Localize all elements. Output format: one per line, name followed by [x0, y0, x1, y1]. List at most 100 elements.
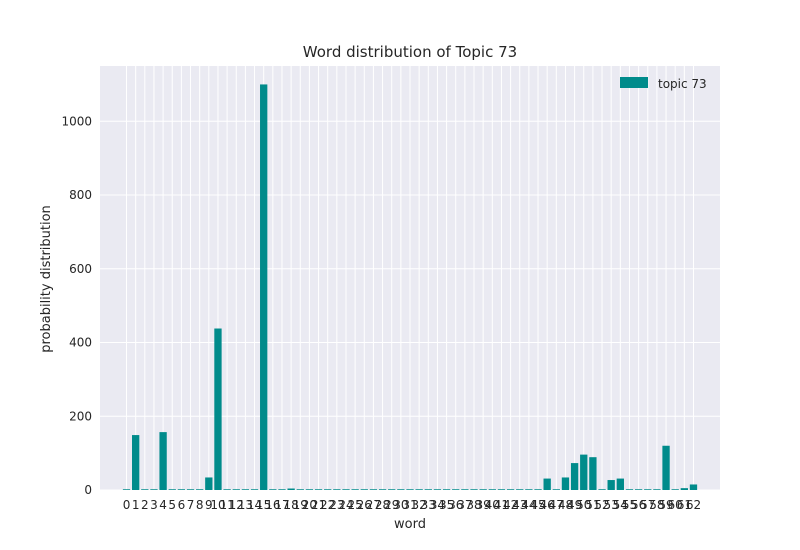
- y-tick-labels: 0 200 400 600 800 1000: [61, 114, 92, 497]
- x-tick-label: 42: [503, 498, 518, 512]
- bar: [314, 489, 323, 490]
- x-tick-label: 10: [210, 498, 225, 512]
- bar: [296, 489, 304, 490]
- x-tick-label: 32: [412, 498, 427, 512]
- x-tick-label: 58: [649, 498, 664, 512]
- x-tick-label: 45: [530, 498, 545, 512]
- bar: [305, 489, 314, 490]
- bar: [433, 489, 442, 490]
- bar: [506, 489, 515, 490]
- x-tick-label: 20: [302, 498, 317, 512]
- bar: [570, 463, 579, 490]
- x-tick-label: 62: [686, 498, 701, 512]
- bar: [525, 489, 533, 490]
- x-tick-label: 40: [485, 498, 500, 512]
- bar: [488, 489, 496, 490]
- x-tick-label: 6: [178, 498, 186, 512]
- x-tick-label: 9: [205, 498, 213, 512]
- bar: [159, 432, 167, 490]
- bar: [196, 489, 204, 490]
- bar: [150, 489, 158, 490]
- bar: [534, 489, 542, 490]
- legend-label: topic 73: [658, 77, 707, 91]
- y-tick-label: 600: [69, 262, 92, 276]
- y-tick-label: 200: [69, 409, 92, 423]
- bar: [241, 489, 250, 490]
- bar: [461, 489, 469, 490]
- x-tick-label: 7: [187, 498, 195, 512]
- bar: [452, 489, 460, 490]
- bar: [470, 489, 478, 490]
- bar: [689, 484, 698, 490]
- x-tick-label: 21: [311, 498, 326, 512]
- x-tick-label: 29: [384, 498, 399, 512]
- x-tick-label: 0: [123, 498, 131, 512]
- bar: [232, 489, 240, 490]
- x-tick-label: 57: [640, 498, 655, 512]
- bar: [516, 489, 524, 490]
- bar: [479, 489, 487, 490]
- bar: [205, 477, 213, 490]
- chart-title: Word distribution of Topic 73: [303, 43, 517, 61]
- bar: [543, 478, 551, 490]
- bar: [589, 457, 597, 490]
- x-tick-label: 14: [247, 498, 262, 512]
- y-tick-label: 800: [69, 188, 92, 202]
- bar: [497, 489, 506, 490]
- bar: [388, 489, 396, 490]
- x-tick-label: 16: [265, 498, 280, 512]
- bar: [662, 445, 670, 490]
- x-tick-label: 53: [604, 498, 619, 512]
- x-tick-label: 50: [576, 498, 591, 512]
- bars: [122, 84, 698, 490]
- bar: [580, 454, 588, 490]
- x-tick-label: 39: [476, 498, 491, 512]
- bar: [680, 488, 688, 490]
- bar: [552, 489, 560, 490]
- y-tick-label: 400: [69, 336, 92, 350]
- bar: [214, 328, 222, 490]
- x-tick-label: 60: [668, 498, 683, 512]
- x-tick-label: 11: [219, 498, 234, 512]
- y-tick-label: 0: [84, 483, 92, 497]
- bar: [406, 489, 414, 490]
- y-tick-label: 1000: [61, 114, 92, 128]
- x-tick-label: 54: [613, 498, 628, 512]
- legend-swatch: [620, 77, 648, 88]
- x-tick-label: 22: [320, 498, 335, 512]
- x-tick-label: 5: [168, 498, 176, 512]
- x-tick-label: 24: [338, 498, 353, 512]
- x-tick-label: 52: [594, 498, 609, 512]
- x-axis-label: word: [394, 517, 426, 532]
- x-tick-label: 48: [558, 498, 573, 512]
- x-tick-label: 31: [402, 498, 417, 512]
- bar: [168, 489, 176, 490]
- x-tick-label: 15: [256, 498, 271, 512]
- bar: [324, 489, 332, 490]
- bar: [442, 489, 451, 490]
- bar: [360, 489, 368, 490]
- x-tick-label: 41: [494, 498, 509, 512]
- x-tick-label: 1: [132, 498, 140, 512]
- bar: [378, 489, 387, 490]
- x-tick-label: 23: [329, 498, 344, 512]
- x-tick-label: 49: [567, 498, 582, 512]
- bar: [333, 489, 341, 490]
- x-tick-label: 8: [196, 498, 204, 512]
- x-tick-labels: 0 1 2 3 4 5 6 7 8 9101112131415161718192021222324…: [123, 498, 701, 512]
- x-tick-label: 2: [141, 498, 149, 512]
- x-tick-label: 12: [229, 498, 244, 512]
- bar: [186, 489, 195, 490]
- x-tick-label: 27: [366, 498, 381, 512]
- bar: [122, 489, 131, 490]
- x-tick-label: 33: [421, 498, 436, 512]
- x-tick-label: 55: [622, 498, 637, 512]
- bar: [397, 489, 405, 490]
- bar: [424, 489, 432, 490]
- bar: [250, 489, 259, 490]
- x-tick-label: 37: [457, 498, 472, 512]
- bar: [561, 477, 570, 490]
- bar: [141, 489, 149, 490]
- x-tick-label: 59: [658, 498, 673, 512]
- x-tick-label: 56: [631, 498, 646, 512]
